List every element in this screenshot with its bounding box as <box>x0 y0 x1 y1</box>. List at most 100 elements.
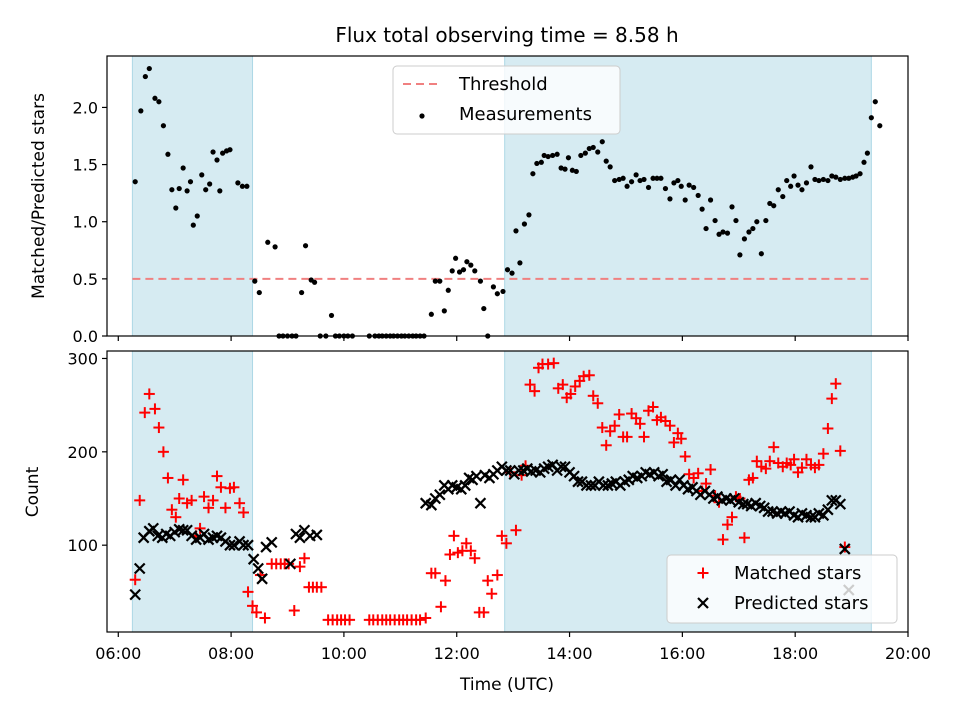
predicted-point-74-b <box>572 475 584 488</box>
matched-point-101 <box>596 422 608 434</box>
y-tick-label-0: 100 <box>67 536 98 555</box>
predicted-point-4-b <box>147 522 160 535</box>
measurement-point-141 <box>750 225 756 232</box>
predicted-point-32 <box>284 558 297 570</box>
matched-point-119 <box>672 427 684 439</box>
matched-point-30 <box>259 612 271 624</box>
predicted-point-131-b <box>813 507 825 520</box>
matched-point-127 <box>705 464 717 476</box>
measurement-point-26 <box>239 183 245 189</box>
measurement-point-109 <box>616 176 622 183</box>
matched-point-86 <box>529 385 541 397</box>
predicted-point-23-b <box>228 539 240 551</box>
measurement-point-111 <box>624 183 630 189</box>
measurement-point-142 <box>754 219 760 225</box>
measurement-point-77 <box>481 305 487 312</box>
measurement-point-100 <box>578 152 584 159</box>
measurement-point-88 <box>530 171 536 177</box>
bottom-predicted-points <box>129 459 855 601</box>
matched-point-132 <box>726 511 738 523</box>
measurement-point-122 <box>671 180 677 186</box>
measurement-point-15 <box>194 213 200 219</box>
matched-point-42 <box>315 581 327 593</box>
measurement-point-3 <box>146 65 152 72</box>
matched-point-130 <box>717 534 729 546</box>
predicted-point-76-b <box>580 479 593 492</box>
matched-point-2 <box>139 407 151 419</box>
measurement-point-108 <box>612 177 618 184</box>
predicted-point-137-b <box>839 543 851 555</box>
predicted-point-133-b <box>822 503 834 516</box>
matched-point-72 <box>465 545 477 557</box>
measurement-point-117 <box>650 175 656 181</box>
measurement-point-21 <box>217 188 223 194</box>
matched-point-110 <box>634 418 646 430</box>
measurement-point-120 <box>662 185 669 192</box>
matched-point-117 <box>664 420 676 432</box>
predicted-point-27 <box>247 553 260 565</box>
measurement-point-123 <box>675 177 681 184</box>
measurement-point-79 <box>490 284 496 290</box>
matched-point-147 <box>788 453 800 465</box>
matched-point-95 <box>569 380 581 392</box>
predicted-point-98-b <box>673 474 686 486</box>
matched-point-8 <box>166 504 178 516</box>
measurement-point-113 <box>633 172 639 178</box>
predicted-point-4 <box>147 522 160 535</box>
predicted-point-25 <box>237 539 250 551</box>
legend-threshold-label: Threshold <box>458 74 548 95</box>
predicted-point-22 <box>224 539 236 551</box>
predicted-point-28-b <box>252 562 264 575</box>
measurement-point-168 <box>861 159 867 165</box>
top-panel: 0.00.51.01.52.0 Matched/Predicted stars … <box>29 55 909 346</box>
matched-point-21 <box>219 502 231 514</box>
predicted-point-12-b <box>181 524 193 537</box>
measurement-point-152 <box>795 182 801 188</box>
matched-point-28 <box>250 606 262 618</box>
matched-point-150 <box>800 453 812 465</box>
predicted-point-136-b <box>834 498 847 510</box>
matched-point-124 <box>692 467 704 479</box>
measurement-point-145 <box>767 200 773 207</box>
matched-point-76 <box>482 575 494 587</box>
shaded-region-1 <box>131 55 254 337</box>
legend-predicted-label: Predicted stars <box>734 593 868 614</box>
matched-point-61 <box>414 614 426 626</box>
predicted-point-37-b <box>311 529 323 541</box>
matched-point-77 <box>486 588 498 600</box>
predicted-point-112-b <box>732 496 745 509</box>
measurement-point-10 <box>176 185 182 192</box>
measurement-point-171 <box>872 99 878 105</box>
measurement-point-107 <box>607 164 613 170</box>
matched-point-85 <box>524 379 536 391</box>
predicted-point-34-b <box>294 531 306 544</box>
measurement-point-27 <box>244 183 250 189</box>
bottom-x-axis: 06:00 08:00 10:00 12:00 14:00 16:00 18:00 20:00 <box>95 632 931 663</box>
measurement-point-6 <box>160 123 167 129</box>
predicted-point-127-b <box>796 507 808 520</box>
measurement-point-43 <box>328 312 335 319</box>
measurement-point-71 <box>456 269 463 275</box>
bottom-legend: Matched stars Predicted stars <box>666 554 898 624</box>
x-tick-label-7: 20:00 <box>885 644 931 663</box>
measurement-point-135 <box>724 230 731 236</box>
measurement-point-133 <box>716 231 722 237</box>
shaded-region-1 <box>131 350 254 633</box>
y-tick-label-2: 1.0 <box>73 213 98 232</box>
predicted-point-37 <box>311 529 323 541</box>
matched-point-82 <box>510 524 522 536</box>
predicted-point-1 <box>133 562 146 575</box>
x-tick-label-5: 16:00 <box>659 644 705 663</box>
measurement-point-76 <box>477 278 484 284</box>
matched-point-3 <box>143 388 155 400</box>
measurement-point-31 <box>272 244 278 250</box>
predicted-point-11 <box>177 524 189 537</box>
measurement-point-143 <box>758 251 764 257</box>
x-tick-label-6: 18:00 <box>772 644 818 663</box>
measurement-point-85 <box>517 260 523 266</box>
predicted-point-22-b <box>224 539 236 551</box>
measurement-point-11 <box>180 165 186 171</box>
matched-point-138 <box>751 455 763 467</box>
measurement-point-65 <box>432 278 438 284</box>
measurement-point-67 <box>441 308 447 314</box>
